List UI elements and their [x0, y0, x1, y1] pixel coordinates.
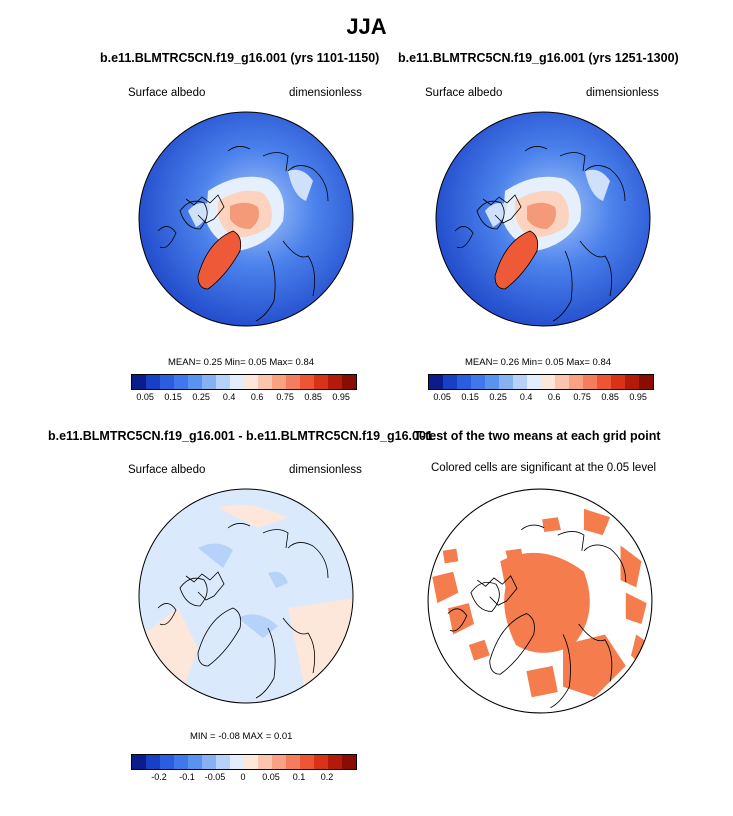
colorbar-tick-label: 0.05 — [262, 772, 280, 782]
colorbar-swatch — [300, 375, 314, 389]
colorbar-swatch — [583, 375, 597, 389]
colorbar-swatch — [146, 375, 160, 389]
colorbar-tick-label: 0.2 — [320, 772, 334, 782]
colorbar-swatch — [443, 375, 457, 389]
panel1-title: b.e11.BLMTRC5CN.f19_g16.001 (yrs 1101-11… — [100, 51, 380, 65]
colorbar-swatch — [328, 755, 342, 769]
colorbar-swatch — [342, 755, 356, 769]
panel3-variable-label: Surface albedo — [128, 464, 206, 476]
panel3-stats: MIN = -0.08 MAX = 0.01 — [190, 731, 293, 742]
colorbar-swatch — [132, 375, 146, 389]
panel3-colorbar-ticks: -0.2 -0.1 -0.05 0 0.05 0.1 0.2 — [131, 772, 355, 784]
colorbar-tick-label: 0.85 — [601, 392, 619, 402]
panel2-stats: MEAN= 0.26 Min= 0.05 Max= 0.84 — [465, 357, 612, 368]
colorbar-tick-label: -0.2 — [151, 772, 167, 782]
colorbar-swatch — [174, 375, 188, 389]
colorbar-tick-label: 0.95 — [332, 392, 350, 402]
panel2-colorbar-ticks: 0.05 0.15 0.25 0.4 0.6 0.75 0.85 0.95 — [428, 392, 652, 404]
colorbar-swatch — [541, 375, 555, 389]
colorbar-swatch — [216, 755, 230, 769]
colorbar-swatch — [569, 375, 583, 389]
colorbar-swatch — [625, 375, 639, 389]
colorbar-swatch — [485, 375, 499, 389]
colorbar-swatch — [160, 755, 174, 769]
colorbar-swatch — [244, 375, 258, 389]
colorbar-swatch — [202, 375, 216, 389]
colorbar-swatch — [244, 755, 258, 769]
panel4-title: T-test of the two means at each grid poi… — [414, 429, 661, 443]
colorbar-swatch — [527, 375, 541, 389]
colorbar-swatch — [230, 755, 244, 769]
colorbar-swatch — [272, 375, 286, 389]
colorbar-swatch — [146, 755, 160, 769]
colorbar-tick-label: 0.05 — [136, 392, 154, 402]
panel2-colorbar — [428, 374, 654, 390]
colorbar-tick-label: 0.95 — [629, 392, 647, 402]
panel1-colorbar — [131, 374, 357, 390]
colorbar-swatch — [342, 375, 356, 389]
panel1-stats: MEAN= 0.25 Min= 0.05 Max= 0.84 — [168, 357, 315, 368]
colorbar-tick-label: 0.1 — [292, 772, 306, 782]
panel2-units-label: dimensionless — [586, 87, 659, 99]
colorbar-tick-label: 0.4 — [519, 392, 533, 402]
panel2-variable-label: Surface albedo — [425, 87, 503, 99]
colorbar-swatch — [160, 375, 174, 389]
colorbar-tick-label: 0.85 — [304, 392, 322, 402]
colorbar-tick-label: -0.05 — [204, 772, 226, 782]
panel4-polar-map — [427, 488, 653, 714]
panel3-title: b.e11.BLMTRC5CN.f19_g16.001 - b.e11.BLMT… — [48, 429, 433, 443]
colorbar-swatch — [597, 375, 611, 389]
colorbar-swatch — [286, 375, 300, 389]
colorbar-tick-label: -0.1 — [179, 772, 195, 782]
panel3-colorbar — [131, 754, 357, 770]
colorbar-tick-label: 0.05 — [433, 392, 451, 402]
colorbar-swatch — [639, 375, 653, 389]
colorbar-swatch — [499, 375, 513, 389]
colorbar-tick-label: 0.75 — [276, 392, 294, 402]
colorbar-tick-label: 0.75 — [573, 392, 591, 402]
panel1-colorbar-ticks: 0.05 0.15 0.25 0.4 0.6 0.75 0.85 0.95 — [131, 392, 355, 404]
panel2-title: b.e11.BLMTRC5CN.f19_g16.001 (yrs 1251-13… — [398, 51, 679, 65]
colorbar-swatch — [286, 755, 300, 769]
colorbar-tick-label: 0.15 — [164, 392, 182, 402]
panel1-polar-map — [138, 111, 354, 327]
colorbar-swatch — [471, 375, 485, 389]
panel1-units-label: dimensionless — [289, 87, 362, 99]
colorbar-swatch — [429, 375, 443, 389]
colorbar-tick-label: 0 — [240, 772, 246, 782]
colorbar-tick-label: 0.25 — [489, 392, 507, 402]
colorbar-swatch — [216, 375, 230, 389]
colorbar-swatch — [300, 755, 314, 769]
colorbar-swatch — [132, 755, 146, 769]
colorbar-tick-label: 0.4 — [222, 392, 236, 402]
colorbar-swatch — [202, 755, 216, 769]
panel2-polar-map — [435, 111, 651, 327]
colorbar-swatch — [258, 375, 272, 389]
colorbar-swatch — [230, 375, 244, 389]
colorbar-swatch — [555, 375, 569, 389]
colorbar-swatch — [258, 755, 272, 769]
panel1-variable-label: Surface albedo — [128, 87, 206, 99]
colorbar-tick-label: 0.25 — [192, 392, 210, 402]
colorbar-tick-label: 0.6 — [547, 392, 561, 402]
colorbar-swatch — [314, 375, 328, 389]
colorbar-swatch — [272, 755, 286, 769]
panel3-units-label: dimensionless — [289, 464, 362, 476]
colorbar-swatch — [188, 375, 202, 389]
colorbar-swatch — [328, 375, 342, 389]
colorbar-swatch — [174, 755, 188, 769]
panel3-polar-map — [138, 488, 354, 704]
colorbar-tick-label: 0.6 — [250, 392, 264, 402]
colorbar-swatch — [457, 375, 471, 389]
colorbar-swatch — [611, 375, 625, 389]
colorbar-swatch — [188, 755, 202, 769]
colorbar-tick-label: 0.15 — [461, 392, 479, 402]
figure-title: JJA — [346, 14, 387, 39]
colorbar-swatch — [314, 755, 328, 769]
panel4-subtitle: Colored cells are significant at the 0.0… — [431, 462, 657, 474]
colorbar-swatch — [513, 375, 527, 389]
